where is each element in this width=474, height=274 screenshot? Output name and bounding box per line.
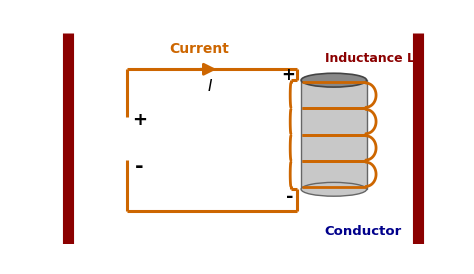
Text: Current: Current <box>169 42 229 56</box>
Text: +: + <box>282 66 295 84</box>
Bar <box>301 80 366 189</box>
Text: $\mathit{I}$: $\mathit{I}$ <box>207 78 213 94</box>
Ellipse shape <box>301 73 366 87</box>
Ellipse shape <box>301 182 366 196</box>
Text: -: - <box>135 158 144 178</box>
Text: -: - <box>286 188 294 206</box>
Text: Conductor: Conductor <box>324 225 401 238</box>
Text: +: + <box>132 111 147 129</box>
Text: Inductance L: Inductance L <box>325 52 415 65</box>
